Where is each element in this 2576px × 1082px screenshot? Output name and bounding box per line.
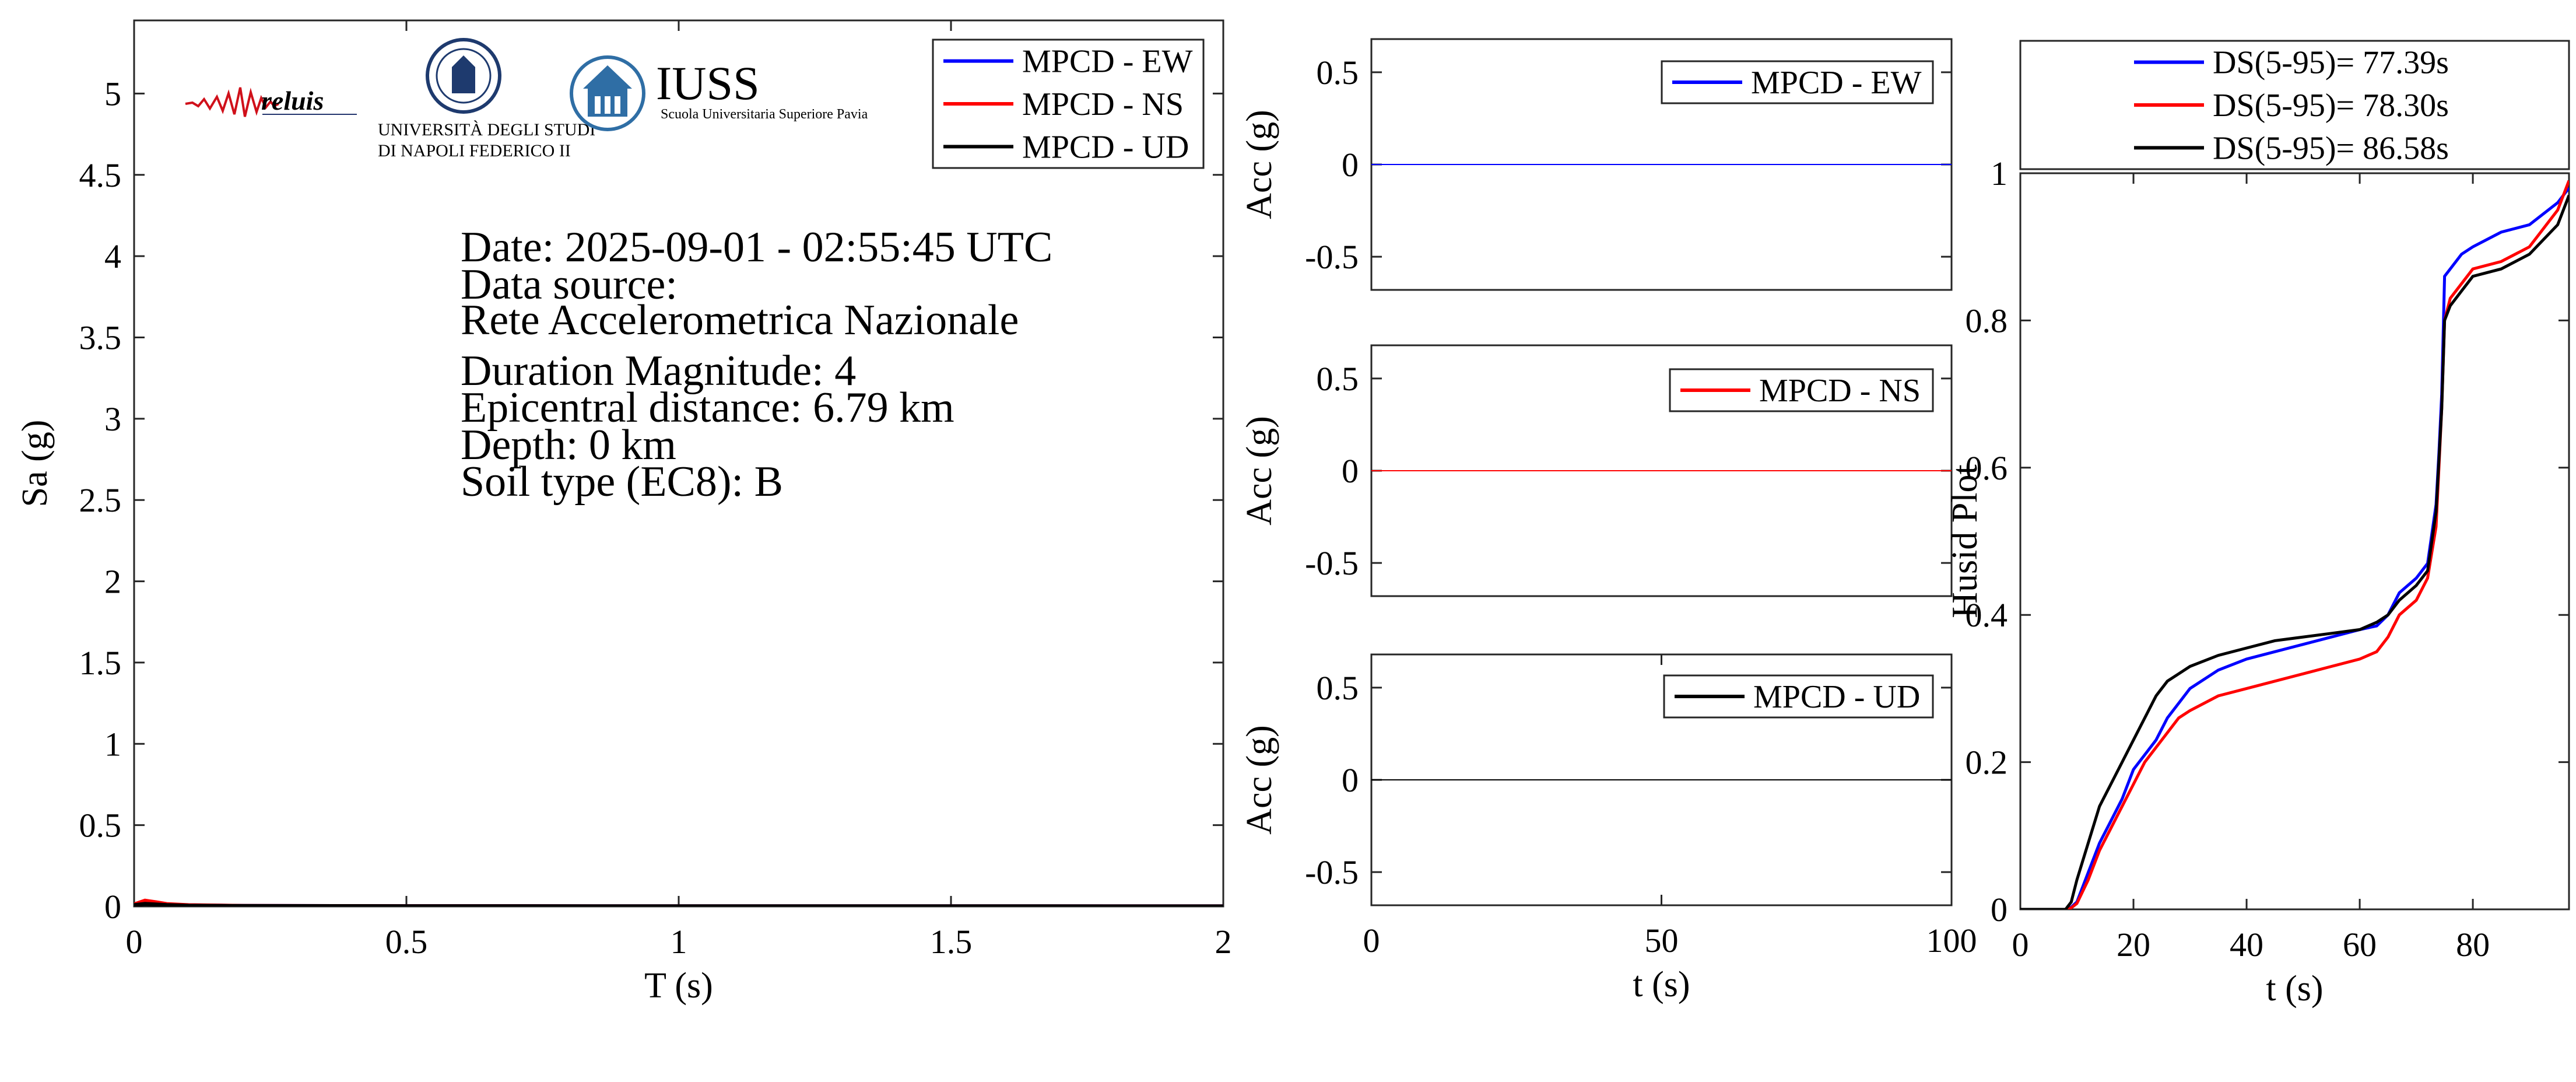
y-axis-label: Acc (g) <box>1240 416 1279 526</box>
y-tick-label: 4.5 <box>79 156 122 194</box>
x-tick-label: 1 <box>671 923 687 961</box>
y-tick-label: 4 <box>104 237 121 275</box>
y-tick-label: -0.5 <box>1305 544 1359 582</box>
y-tick-label: 2.5 <box>79 481 122 519</box>
y-tick-label: 0 <box>1991 891 2008 929</box>
y-tick-label: 0.5 <box>79 807 122 845</box>
legend-entry-0: MPCD - NS <box>1759 373 1921 409</box>
legend-entry-1: DS(5-95)= 78.30s <box>2213 87 2449 124</box>
iuss-logo: IUSS Scuola Universitaria Superiore Pavi… <box>570 55 868 131</box>
series-line-1 <box>2020 180 2569 909</box>
data-source: Rete Accelerometrica Nazionale <box>461 296 1019 344</box>
y-axis-label: Acc (g) <box>1240 110 1279 219</box>
legend-entry-0: DS(5-95)= 77.39s <box>2213 45 2449 81</box>
y-tick-label: 5 <box>104 75 121 113</box>
series-line-2 <box>134 902 1223 906</box>
epicentral-distance: Epicentral distance: 6.79 km <box>461 384 954 432</box>
depth: Depth: 0 km <box>461 421 676 469</box>
response-spectrum-panel: 0 0.5 1 1.5 2 0 0.5 1 1.5 2 2.5 3 3.5 4 4.5 5 T (s) Sa (g… <box>15 19 1232 1006</box>
event-info: Date: 2025-09-01 - 02:55:45 UTC Data sou… <box>461 223 1052 506</box>
legend-entry-0: MPCD - UD <box>1753 679 1920 715</box>
y-tick-label: 0.5 <box>1317 360 1359 398</box>
y-tick-label: 0 <box>104 888 121 926</box>
series-line-2 <box>2020 195 2569 909</box>
husid-panel: 0 20 40 60 80 0 0.2 0.4 0.6 0.8 1 t (s) Husid Plot DS… <box>1945 40 2570 1009</box>
y-tick-label: 3 <box>104 400 121 438</box>
reluis-seismogram-mark <box>185 87 279 117</box>
x-tick-label: 0 <box>126 923 143 961</box>
x-tick-label: 2 <box>1215 923 1232 961</box>
y-tick-label: 2 <box>104 563 121 601</box>
y-tick-label: 1 <box>1991 155 2008 192</box>
y-tick-label: 1 <box>104 725 121 763</box>
unina-name-line1: UNIVERSITÀ DEGLI STUDI <box>378 120 595 139</box>
y-tick-label: 0.5 <box>1317 669 1359 707</box>
y-tick-label: 0 <box>1342 761 1359 799</box>
plot-area <box>2019 172 2570 911</box>
x-tick-label: 0.5 <box>385 923 428 961</box>
y-axis-label: Husid Plot <box>1945 464 1985 618</box>
duration-magnitude: Duration Magnitude: 4 <box>461 347 856 395</box>
unina-name-line2: DI NAPOLI FEDERICO II <box>378 141 571 160</box>
series-line-0 <box>2020 187 2569 909</box>
legend-entry-2: DS(5-95)= 86.58s <box>2213 130 2449 166</box>
y-tick-label: -0.5 <box>1305 238 1359 276</box>
y-tick-label: 0 <box>1342 146 1359 184</box>
y-tick-label: 0.2 <box>1966 744 2008 782</box>
x-tick-label: 100 <box>1926 922 1977 960</box>
x-tick-label: 0 <box>2012 926 2029 964</box>
x-axis-label: t (s) <box>2266 969 2323 1009</box>
y-tick-label: 0 <box>1342 452 1359 490</box>
iuss-wordmark: IUSS <box>656 57 760 110</box>
soil-type: Soil type (EC8): B <box>461 458 783 506</box>
x-tick-label: 20 <box>2117 926 2150 964</box>
x-tick-label: 80 <box>2456 926 2490 964</box>
y-tick-label: 0.8 <box>1966 302 2008 339</box>
y-tick-label: 0.5 <box>1317 54 1359 92</box>
y-tick-label: 0.6 <box>1966 449 2008 487</box>
y-axis-label: Sa (g) <box>15 420 55 507</box>
x-tick-label: 60 <box>2343 926 2377 964</box>
x-tick-label: 50 <box>1645 922 1679 960</box>
y-tick-label: 0.4 <box>1966 596 2008 634</box>
legend-entry-1: MPCD - NS <box>1022 86 1184 122</box>
reluis-wordmark: reluis <box>261 86 324 115</box>
y-tick-label: 3.5 <box>79 318 122 356</box>
y-tick-label: 1.5 <box>79 644 122 682</box>
event-date: Date: 2025-09-01 - 02:55:45 UTC <box>461 223 1052 271</box>
x-axis-label: T (s) <box>644 966 713 1006</box>
acc-ew-panel: 0.5 0 -0.5 Acc (g) MPCD - EW <box>1240 38 1953 291</box>
unina-logo: UNIVERSITÀ DEGLI STUDI DI NAPOLI FEDERIC… <box>378 38 595 160</box>
iuss-subtitle: Scuola Universitaria Superiore Pavia <box>661 107 868 122</box>
x-tick-label: 40 <box>2230 926 2263 964</box>
reluis-logo: reluis <box>185 86 357 117</box>
x-tick-label: 1.5 <box>930 923 973 961</box>
legend-box <box>2019 40 2570 170</box>
data-source-label: Data source: <box>461 261 678 309</box>
legend-entry-0: MPCD - EW <box>1022 44 1193 80</box>
x-tick-label: 0 <box>1363 922 1380 960</box>
y-tick-label: -0.5 <box>1305 853 1359 891</box>
legend-entry-0: MPCD - EW <box>1751 65 1922 101</box>
y-axis-label: Acc (g) <box>1240 725 1279 835</box>
x-axis-label: t (s) <box>1633 965 1690 1004</box>
acc-ns-panel: 0.5 0 -0.5 Acc (g) MPCD - NS <box>1240 344 1953 597</box>
legend-entry-2: MPCD - UD <box>1022 129 1189 165</box>
